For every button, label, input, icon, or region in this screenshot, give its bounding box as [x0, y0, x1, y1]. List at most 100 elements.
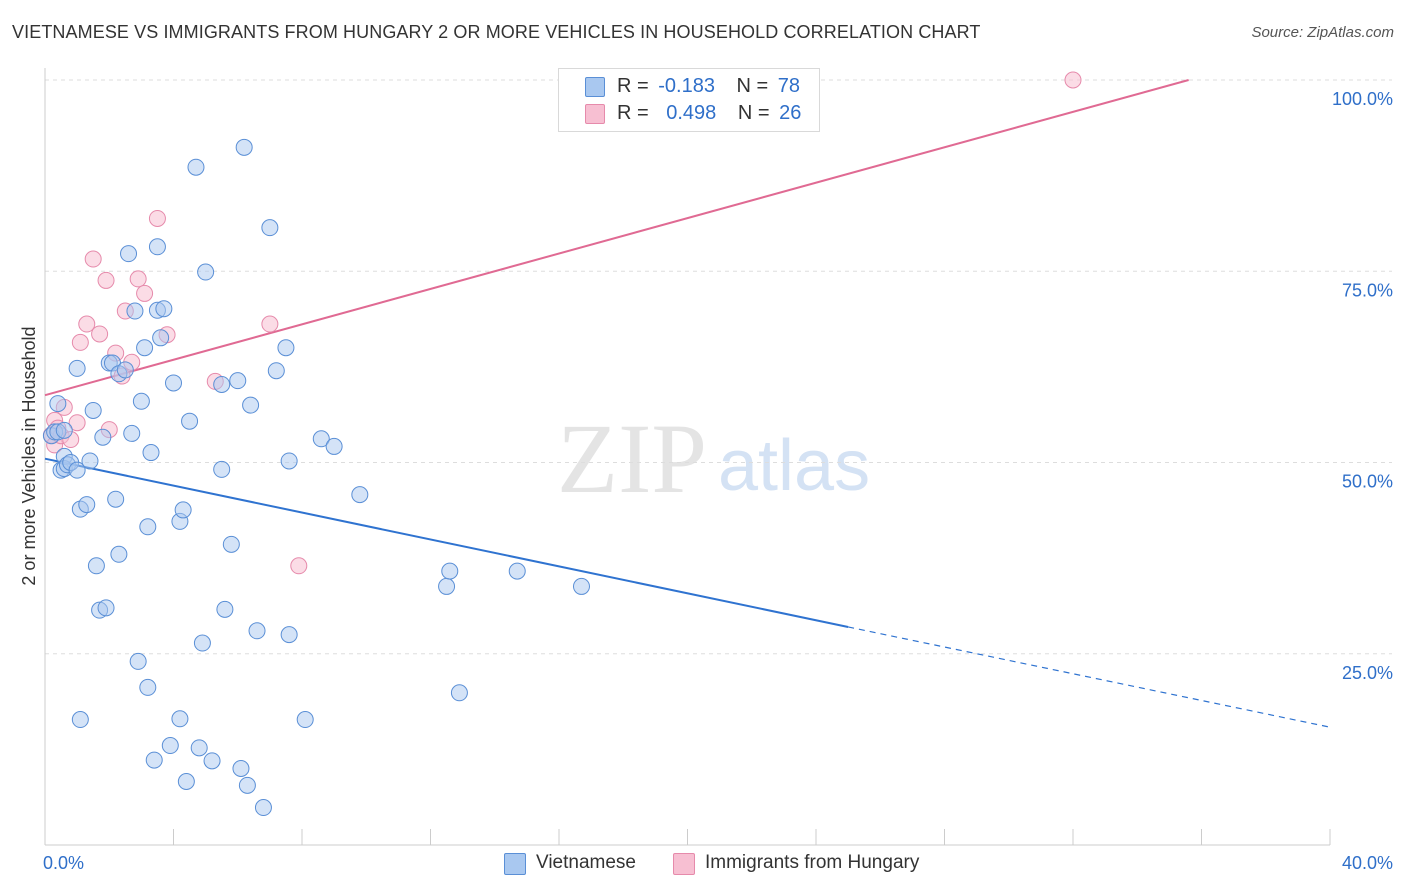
point-vietnamese — [441, 562, 459, 580]
bottom-legend-label: Vietnamese — [536, 852, 636, 873]
point-vietnamese — [126, 302, 144, 320]
point-vietnamese — [110, 545, 128, 563]
point-vietnamese — [235, 138, 253, 156]
point-vietnamese — [222, 535, 240, 553]
point-vietnamese — [280, 626, 298, 644]
trend-lines — [44, 79, 1331, 728]
point-hungary — [97, 271, 115, 289]
point-vietnamese — [152, 329, 170, 347]
y-tick-label: 50.0% — [1342, 472, 1393, 492]
point-vietnamese — [177, 773, 195, 791]
point-vietnamese — [123, 424, 141, 442]
point-vietnamese — [197, 263, 215, 281]
stats-legend: R = -0.183 N = 78 R = 0.498 N = 26 — [558, 68, 820, 132]
watermark: ZIP atlas — [557, 403, 870, 514]
point-vietnamese — [190, 739, 208, 757]
point-vietnamese — [87, 557, 105, 575]
point-vietnamese — [280, 452, 298, 470]
y-axis-label: 2 or more Vehicles in Household — [19, 326, 39, 585]
legend-n-label: N = — [737, 102, 770, 124]
point-vietnamese — [71, 711, 89, 729]
point-vietnamese — [136, 339, 154, 357]
point-vietnamese — [187, 158, 205, 176]
point-vietnamese — [142, 444, 160, 462]
trend-line-hungary — [44, 79, 1189, 397]
point-vietnamese — [229, 372, 247, 390]
watermark-atlas: atlas — [718, 426, 870, 506]
point-vietnamese — [254, 799, 272, 817]
point-hungary — [148, 209, 166, 227]
point-hungary — [91, 325, 109, 343]
bottom-legend-swatch-blue — [504, 853, 526, 875]
point-vietnamese — [238, 776, 256, 794]
point-vietnamese — [248, 622, 266, 640]
legend-n-label: N = — [736, 75, 769, 97]
legend-r-label: R = — [617, 102, 649, 124]
point-vietnamese — [325, 437, 343, 455]
gridlines — [45, 79, 1392, 655]
point-vietnamese — [161, 737, 179, 755]
point-vietnamese — [78, 496, 96, 514]
y-tick-label: 25.0% — [1342, 663, 1393, 683]
data-points — [42, 71, 1082, 817]
bottom-legend-label: Immigrants from Hungary — [705, 852, 920, 873]
legend-r-label: R = — [617, 75, 649, 97]
bottom-legend-swatch-pink — [673, 853, 695, 875]
legend-r-value: 0.498 — [666, 102, 717, 124]
point-vietnamese — [213, 375, 231, 393]
point-hungary — [68, 414, 86, 432]
x-tick-label: 40.0% — [1342, 853, 1393, 873]
point-vietnamese — [312, 430, 330, 448]
point-vietnamese — [232, 760, 250, 777]
point-hungary — [84, 250, 102, 268]
point-vietnamese — [165, 374, 182, 392]
chart-title: VIETNAMESE VS IMMIGRANTS FROM HUNGARY 2 … — [12, 22, 981, 42]
point-vietnamese — [572, 577, 590, 595]
point-vietnamese — [181, 412, 199, 430]
point-vietnamese — [139, 678, 157, 696]
point-hungary — [290, 557, 308, 575]
point-vietnamese — [193, 634, 211, 652]
axes — [44, 68, 1331, 846]
point-vietnamese — [148, 238, 166, 256]
point-vietnamese — [508, 562, 526, 580]
point-vietnamese — [132, 392, 150, 410]
point-vietnamese — [68, 461, 86, 479]
point-vietnamese — [171, 710, 189, 728]
y-tick-label: 75.0% — [1342, 280, 1393, 300]
point-vietnamese — [351, 486, 369, 504]
source-label: Source: ZipAtlas.com — [1251, 24, 1394, 41]
point-vietnamese — [116, 361, 134, 379]
point-hungary — [78, 315, 96, 333]
point-vietnamese — [107, 490, 125, 508]
point-vietnamese — [155, 300, 173, 318]
x-tick-label: 0.0% — [43, 853, 84, 873]
point-hungary — [129, 270, 147, 288]
point-vietnamese — [49, 395, 67, 413]
point-vietnamese — [450, 684, 468, 702]
trend-line-vietnamese-extension — [848, 626, 1331, 728]
y-tick-label: 100.0% — [1332, 89, 1393, 109]
point-vietnamese — [216, 600, 234, 618]
point-vietnamese — [174, 501, 192, 519]
point-vietnamese — [139, 518, 157, 536]
point-vietnamese — [81, 452, 99, 470]
point-hungary — [261, 315, 279, 333]
watermark-zip: ZIP — [557, 403, 707, 514]
trend-line-vietnamese — [44, 457, 849, 628]
point-vietnamese — [438, 577, 456, 595]
point-vietnamese — [296, 711, 314, 729]
point-vietnamese — [261, 219, 279, 237]
point-vietnamese — [120, 245, 138, 263]
point-vietnamese — [94, 428, 112, 446]
legend-n-value: 26 — [779, 102, 802, 124]
point-hungary — [136, 284, 154, 302]
legend-r-value: -0.183 — [658, 75, 715, 97]
point-hungary — [71, 333, 89, 351]
point-vietnamese — [267, 362, 285, 380]
point-vietnamese — [277, 339, 295, 357]
legend-swatch-blue — [585, 77, 605, 97]
point-hungary — [1064, 71, 1082, 89]
point-vietnamese — [68, 359, 86, 377]
